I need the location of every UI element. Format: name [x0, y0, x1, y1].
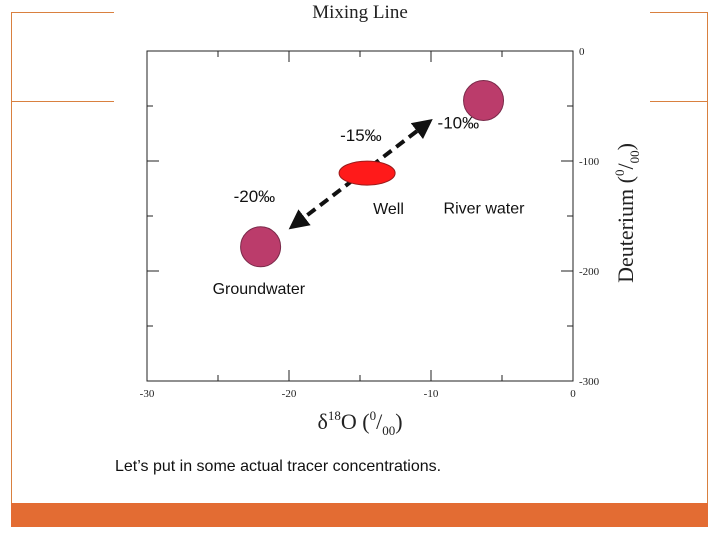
point-groundwater — [240, 226, 282, 268]
y-axis-label-sup0: 0 — [612, 170, 627, 177]
y-axis-label-main: Deuterium ( — [613, 176, 638, 283]
y-axis-label: Deuterium (0/00) — [612, 143, 642, 283]
axis-ticks: -30 -20 -10 00-100-200-300 — [140, 46, 600, 400]
decor-line-top-right — [650, 12, 708, 13]
label-groundwater: Groundwater — [213, 281, 306, 298]
x-axis-label-delta: δ — [317, 409, 327, 434]
data-labels: River water -10‰ Well -15‰ Groundwater -20‰ — [213, 114, 526, 298]
y-axis-label-close: ) — [613, 143, 638, 150]
y-axis-label-slash: / — [613, 163, 638, 170]
x-tick-label: -10 — [424, 388, 439, 400]
slide-caption: Let’s put in some actual tracer concentr… — [115, 458, 442, 475]
x-axis-label-close: ) — [395, 409, 402, 434]
decor-line-top-left — [12, 12, 114, 13]
decor-line-mid-right — [650, 101, 708, 102]
y-tick-label: -100 — [579, 156, 600, 168]
y-tick-label: 0 — [579, 46, 585, 58]
point-river-water — [463, 80, 505, 121]
y-axis-label-sub00: 00 — [627, 150, 642, 163]
footer-bar — [11, 503, 708, 527]
label-river-water: River water — [444, 201, 526, 218]
data-marks — [240, 80, 505, 268]
decor-line-mid-left — [12, 101, 114, 102]
x-axis-label-sup0: 0 — [370, 408, 377, 423]
x-tick-label: -30 — [140, 388, 155, 400]
point-well — [338, 160, 396, 186]
value-label-river-water: -10‰ — [438, 114, 480, 133]
y-tick-label: -300 — [579, 376, 600, 388]
x-axis-label-sup18: 18 — [328, 408, 341, 423]
x-axis-label: δ18O (0/00) — [317, 408, 402, 438]
decor-vline-left — [11, 12, 12, 503]
chart-title: Mixing Line — [312, 2, 408, 23]
x-axis-label-main: O ( — [341, 409, 370, 434]
value-label-well: -15‰ — [340, 126, 382, 145]
x-axis-label-slash: / — [376, 409, 383, 434]
value-label-groundwater: -20‰ — [234, 187, 276, 206]
label-well: Well — [373, 201, 404, 218]
y-tick-label: -200 — [579, 266, 600, 278]
x-axis-label-sub00: 00 — [382, 423, 395, 438]
x-tick-label: -20 — [282, 388, 297, 400]
x-tick-label: 0 — [570, 388, 576, 400]
decor-vline-right — [707, 12, 708, 503]
